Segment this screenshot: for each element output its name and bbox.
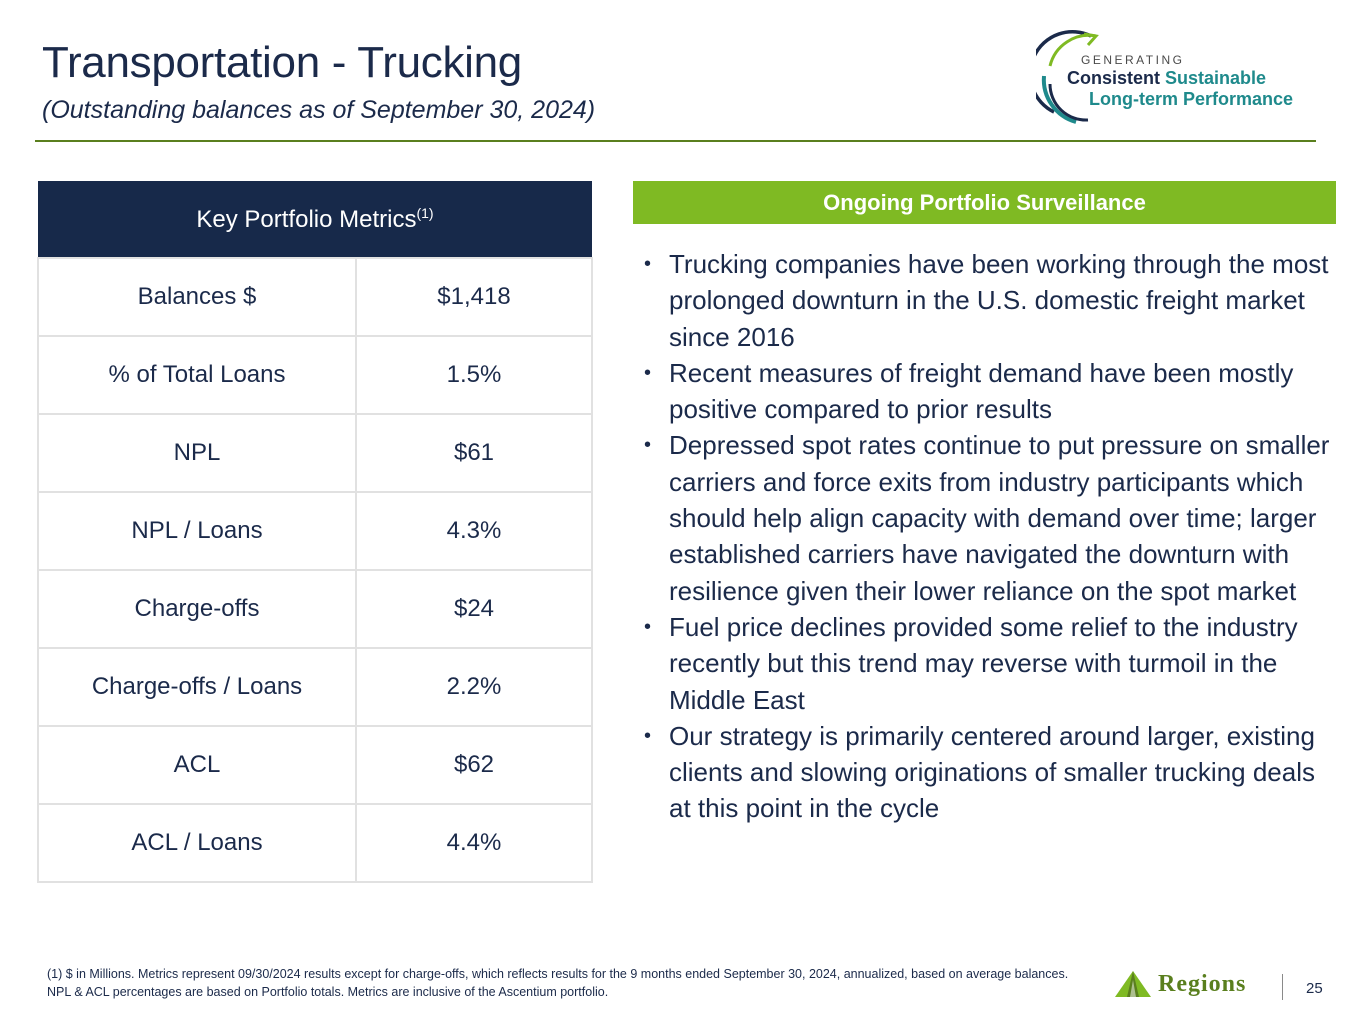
metric-value: 1.5% [355,335,593,415]
surveillance-bullet-list: • Trucking companies have been working th… [640,246,1330,827]
metric-label: Charge-offs [37,569,357,649]
metrics-table-heading: Key Portfolio Metrics(1) [38,181,592,258]
generating-performance-logo: GENERATING Consistent Sustainable Long-t… [1036,26,1326,130]
list-item: • Recent measures of freight demand have … [640,355,1330,428]
bullet-icon: • [644,615,652,638]
metric-value: $24 [355,569,593,649]
metric-label: % of Total Loans [37,335,357,415]
regions-wordmark: Regions [1158,970,1247,997]
table-row: ACL $62 [37,725,593,805]
bullet-text: Depressed spot rates continue to put pre… [669,430,1330,606]
bullet-text: Trucking companies have been working thr… [669,249,1329,352]
list-item: • Our strategy is primarily centered arou… [640,718,1330,827]
regions-logo: Regions [1114,968,1246,1000]
circular-arrows-icon [1036,30,1099,124]
page-subtitle: (Outstanding balances as of September 30… [42,96,596,124]
metric-value: 4.3% [355,491,593,571]
header-divider [35,140,1316,142]
metric-value: 2.2% [355,647,593,727]
logo-sustainable-text: Sustainable [1165,68,1267,88]
page-number: 25 [1306,980,1323,997]
table-row: Balances $ $1,418 [37,257,593,337]
bullet-icon: • [644,361,652,384]
table-row: Charge-offs / Loans 2.2% [37,647,593,727]
footnote: (1) $ in Millions. Metrics represent 09/… [47,967,1069,999]
table-row: % of Total Loans 1.5% [37,335,593,415]
metric-value: $62 [355,725,593,805]
bullet-icon: • [644,724,652,747]
table-row: NPL $61 [37,413,593,493]
metric-label: NPL [37,413,357,493]
bullet-icon: • [644,434,652,457]
table-row: ACL / Loans 4.4% [37,803,593,883]
list-item: • Depressed spot rates continue to put pr… [640,427,1330,608]
metric-value: 4.4% [355,803,593,883]
surveillance-heading: Ongoing Portfolio Surveillance [633,181,1336,224]
metric-label: ACL / Loans [37,803,357,883]
metric-label: Balances $ [37,257,357,337]
metric-label: NPL / Loans [37,491,357,571]
metric-value: $1,418 [355,257,593,337]
list-item: • Fuel price declines provided some relie… [640,609,1330,718]
logo-tagline-line2: Consistent Sustainable [1067,68,1266,89]
metric-label: ACL [37,725,357,805]
table-row: NPL / Loans 4.3% [37,491,593,571]
logo-generating-text: GENERATING [1081,53,1185,67]
bullet-text: Our strategy is primarily centered aroun… [669,720,1315,824]
bullet-text: Fuel price declines provided some relief… [669,611,1298,715]
metric-label: Charge-offs / Loans [37,647,357,727]
page-title: Transportation - Trucking [42,38,522,87]
metrics-heading-text: Key Portfolio Metrics [196,205,417,233]
list-item: • Trucking companies have been working th… [640,246,1330,355]
bullet-text: Recent measures of freight demand have b… [669,357,1294,425]
key-portfolio-metrics-table: Key Portfolio Metrics(1) Balances $ $1,4… [37,181,593,883]
footer-divider [1282,974,1283,1000]
bullet-icon: • [644,253,652,275]
footnote-marker: (1) [416,204,434,221]
regions-pyramid-icon [1115,971,1151,997]
logo-consistent-text: Consistent [1067,68,1161,88]
metric-value: $61 [355,413,593,493]
logo-tagline-line3: Long-term Performance [1089,89,1294,109]
table-row: Charge-offs $24 [37,569,593,649]
